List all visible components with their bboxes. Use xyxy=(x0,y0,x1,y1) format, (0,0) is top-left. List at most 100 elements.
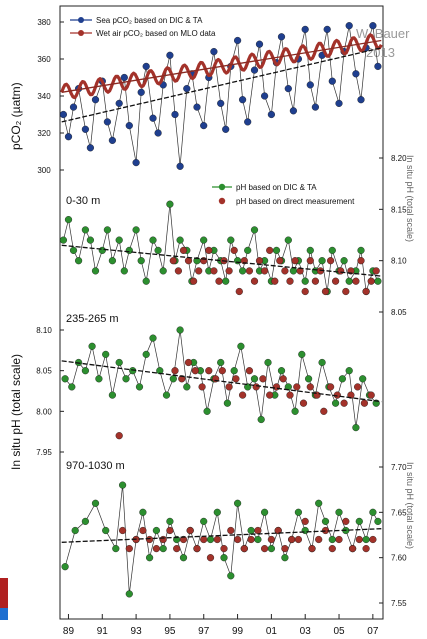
trend-line xyxy=(61,528,382,543)
data-point xyxy=(255,40,264,48)
data-point xyxy=(271,277,279,285)
data-point xyxy=(171,367,179,375)
legend-marker-air-pco2 xyxy=(78,30,84,36)
chart-marks: 3803603403203008.208.158.108.058.108.058… xyxy=(36,18,407,637)
data-point xyxy=(125,544,133,553)
data-point xyxy=(125,121,133,130)
data-point xyxy=(137,88,145,96)
data-point xyxy=(288,535,296,544)
data-point xyxy=(120,73,128,82)
data-point xyxy=(239,267,247,275)
data-point xyxy=(115,99,123,108)
data-point xyxy=(169,375,177,383)
data-point xyxy=(64,216,73,224)
x-tick-label: 95 xyxy=(164,626,176,637)
data-point xyxy=(315,499,323,507)
data-point xyxy=(335,99,343,108)
data-point xyxy=(335,535,343,544)
data-point xyxy=(254,535,262,544)
legend-ph: pH based on DIC & TA pH based on direct … xyxy=(212,183,355,206)
data-point xyxy=(321,517,330,526)
data-point xyxy=(286,277,294,285)
data-point xyxy=(220,554,228,562)
data-point xyxy=(234,535,242,544)
data-point xyxy=(306,383,314,391)
axis-title-ph-right-lower: In situ pH (total scale) xyxy=(405,462,415,549)
data-point xyxy=(193,544,201,553)
data-point xyxy=(352,424,360,432)
data-point xyxy=(205,367,213,375)
data-point xyxy=(81,367,90,375)
data-point xyxy=(112,544,120,553)
y-tick-label: 7.95 xyxy=(36,448,52,457)
axis-title-ph-right-upper: In situ pH (total scale) xyxy=(405,155,415,242)
legend-label-air-pco2: Wet air pCO₂ based on MLO data xyxy=(96,29,216,38)
data-point xyxy=(240,257,248,265)
legend-label-ph-direct: pH based on direct measurement xyxy=(236,197,355,206)
data-point xyxy=(328,246,336,255)
data-point xyxy=(332,399,340,407)
y-tick-label: 7.60 xyxy=(391,554,407,563)
data-point xyxy=(174,267,183,275)
data-point xyxy=(291,407,299,415)
data-point xyxy=(222,125,230,133)
data-point xyxy=(91,499,100,507)
data-point xyxy=(254,526,262,535)
data-point xyxy=(369,22,377,30)
data-point xyxy=(166,517,174,526)
data-point xyxy=(244,246,252,255)
data-point xyxy=(266,391,274,399)
y-tick-label: 7.55 xyxy=(391,599,407,608)
data-point xyxy=(173,544,181,553)
corner-accent-red xyxy=(0,578,8,608)
data-point xyxy=(345,22,353,30)
data-point xyxy=(222,277,230,285)
data-point xyxy=(69,103,78,111)
data-point xyxy=(59,110,68,119)
series-line xyxy=(64,329,377,428)
data-point xyxy=(362,287,370,296)
data-point xyxy=(225,383,233,391)
data-point xyxy=(166,526,174,535)
data-point xyxy=(234,36,242,45)
data-point xyxy=(74,257,83,265)
panel-3: 7.70 7.65 7.60 7.55 xyxy=(61,463,407,608)
data-point xyxy=(118,481,127,489)
data-point xyxy=(352,277,360,285)
data-point xyxy=(149,114,157,122)
data-point xyxy=(129,367,137,375)
data-point xyxy=(235,287,243,296)
data-point xyxy=(146,535,154,544)
data-point xyxy=(349,544,357,553)
data-point xyxy=(217,358,225,367)
data-point xyxy=(115,358,123,367)
data-point xyxy=(289,107,298,115)
x-tick-label: 05 xyxy=(333,626,345,637)
axis-title-ph-left: In situ pH (total scale) xyxy=(9,354,23,470)
data-point xyxy=(227,236,235,244)
y-tick-label: 320 xyxy=(37,129,51,138)
data-point xyxy=(267,544,276,553)
data-point xyxy=(61,563,69,571)
series-line-air-pco2 xyxy=(60,33,383,100)
data-point xyxy=(154,129,162,137)
data-point xyxy=(91,267,100,275)
data-point xyxy=(95,375,103,383)
y-tick-label: 7.65 xyxy=(391,508,407,517)
legend-marker-sea-pco2 xyxy=(78,17,84,23)
data-point xyxy=(261,544,269,553)
data-point xyxy=(162,391,171,399)
data-point xyxy=(374,277,382,285)
data-point xyxy=(227,526,235,535)
data-point xyxy=(277,33,286,41)
data-point xyxy=(340,257,348,265)
data-point xyxy=(279,375,287,383)
data-point xyxy=(230,367,238,375)
data-point xyxy=(367,391,375,399)
data-point xyxy=(308,544,316,553)
data-point xyxy=(156,367,164,375)
data-point xyxy=(186,526,194,535)
data-point xyxy=(102,526,110,535)
data-point xyxy=(261,267,269,275)
